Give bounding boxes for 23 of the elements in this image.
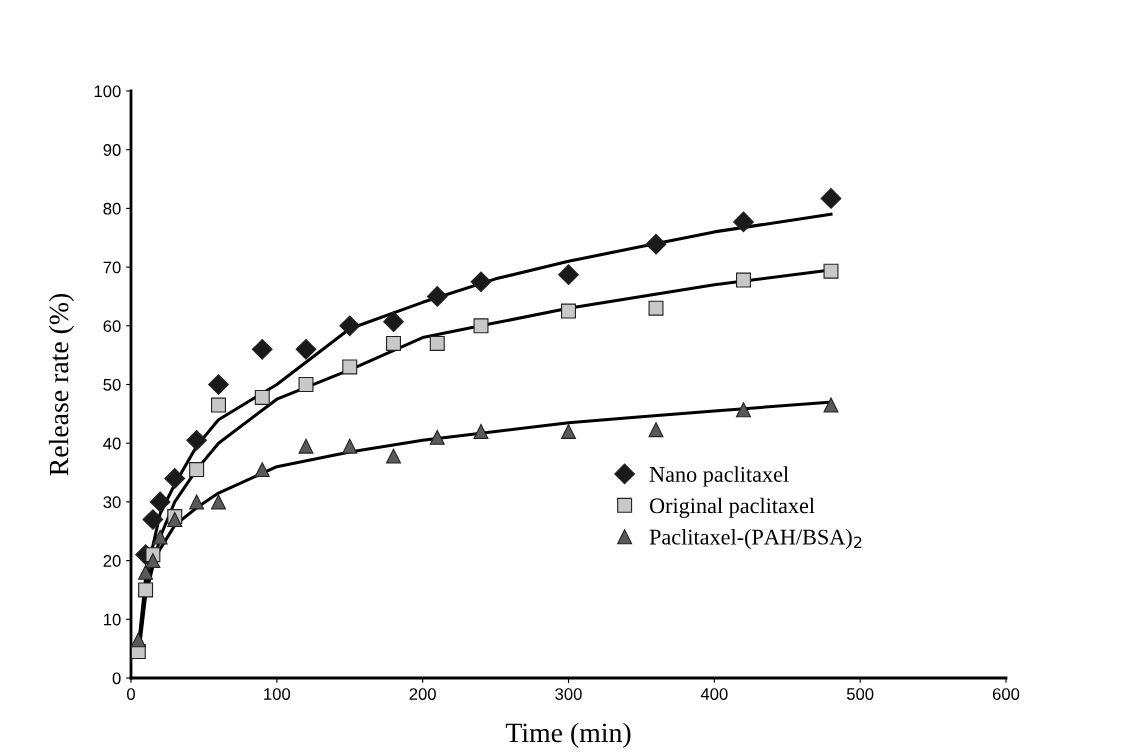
legend-label: Original paclitaxel xyxy=(649,497,815,518)
y-tick-label: 70 xyxy=(103,261,121,274)
legend-label: Nano paclitaxel xyxy=(649,466,789,487)
legend-label: Paclitaxel-(PAH/BSA)$_{2}$ xyxy=(649,528,862,550)
y-tick-label: 10 xyxy=(104,613,121,626)
y-axis-title: Release rate (%) xyxy=(48,293,75,476)
y-tick-label: 40 xyxy=(103,437,121,450)
x-tick-label: 600 xyxy=(992,688,1020,700)
y-tick-label: 30 xyxy=(103,496,121,509)
y-tick-label: 90 xyxy=(103,144,121,156)
y-tick-label: 80 xyxy=(103,202,121,215)
y-tick-label: 50 xyxy=(103,378,121,391)
y-tick-label: 60 xyxy=(103,320,121,332)
x-tick-label: 500 xyxy=(846,688,874,700)
y-tick-label: 100 xyxy=(94,85,121,98)
x-tick-label: 400 xyxy=(700,688,728,700)
x-tick-label: 200 xyxy=(409,688,436,700)
y-tick-label: 20 xyxy=(103,555,121,567)
x-tick-label: 0 xyxy=(127,688,135,700)
x-tick-label: 100 xyxy=(264,688,291,700)
x-axis-title: Time (min) xyxy=(505,722,631,748)
y-tick-label: 0 xyxy=(112,672,121,685)
x-tick-label: 300 xyxy=(555,688,582,700)
